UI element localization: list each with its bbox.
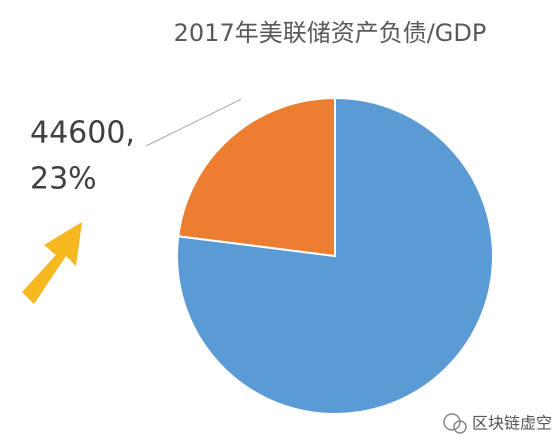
pie: 44600, 23%	[30, 96, 494, 415]
pie-slice	[176, 96, 494, 415]
chart-title: 2017年美联储资产负债/GDP	[174, 19, 487, 47]
watermark-icon	[453, 420, 467, 434]
watermark: 区块链虚空	[443, 413, 552, 434]
data-label: 44600,	[30, 116, 135, 151]
leader-line	[145, 98, 242, 147]
pie-slice	[177, 96, 336, 258]
data-label: 23%	[30, 162, 97, 197]
watermark-text: 区块链虚空	[472, 414, 552, 433]
watermark-icon	[443, 413, 461, 431]
arrow-icon	[22, 222, 82, 304]
